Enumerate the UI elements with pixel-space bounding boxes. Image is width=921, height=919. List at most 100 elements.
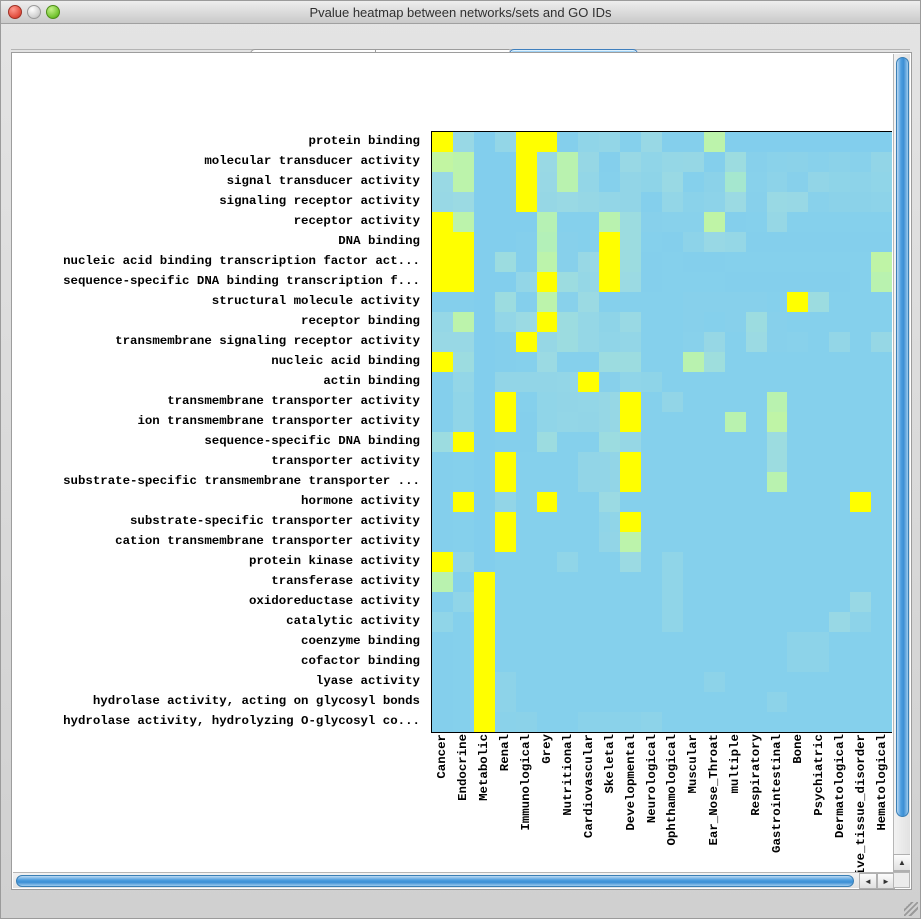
heatmap-cell[interactable] (432, 552, 453, 572)
heatmap-cell[interactable] (432, 392, 453, 412)
heatmap-cell[interactable] (599, 712, 621, 732)
heatmap-cell[interactable] (494, 372, 516, 392)
heatmap-cell[interactable] (745, 632, 767, 652)
heatmap-cell[interactable] (641, 352, 662, 372)
heatmap-cell[interactable] (787, 332, 809, 352)
heatmap-cell[interactable] (620, 672, 642, 692)
heatmap-cell[interactable] (787, 492, 809, 512)
heatmap-cell[interactable] (724, 152, 746, 172)
heatmap-cell[interactable] (724, 652, 746, 672)
heatmap-cell[interactable] (808, 572, 830, 592)
heatmap-cell[interactable] (703, 432, 725, 452)
heatmap-cell[interactable] (808, 412, 830, 432)
heatmap-cell[interactable] (557, 252, 579, 272)
heatmap-cell[interactable] (724, 632, 746, 652)
heatmap-cell[interactable] (703, 632, 725, 652)
heatmap-cell[interactable] (620, 272, 642, 292)
heatmap-cell[interactable] (787, 712, 809, 732)
heatmap-cell[interactable] (850, 332, 872, 352)
heatmap-cell[interactable] (452, 312, 474, 332)
heatmap-cell[interactable] (703, 212, 725, 232)
heatmap-cell[interactable] (871, 652, 892, 672)
heatmap-cell[interactable] (641, 472, 662, 492)
heatmap-cell[interactable] (724, 612, 746, 632)
heatmap-cell[interactable] (682, 212, 704, 232)
heatmap-cell[interactable] (494, 352, 516, 372)
heatmap-cell[interactable] (473, 212, 495, 232)
heatmap-cell[interactable] (578, 512, 600, 532)
heatmap-cell[interactable] (850, 272, 872, 292)
heatmap-cell[interactable] (829, 392, 851, 412)
heatmap-cell[interactable] (432, 252, 453, 272)
heatmap-cell[interactable] (703, 192, 725, 212)
heatmap-cell[interactable] (578, 552, 600, 572)
heatmap-cell[interactable] (787, 392, 809, 412)
heatmap-cell[interactable] (829, 652, 851, 672)
heatmap-cell[interactable] (724, 172, 746, 192)
heatmap-cell[interactable] (473, 672, 495, 692)
scroll-right-icon[interactable]: ► (877, 873, 895, 889)
heatmap-cell[interactable] (620, 332, 642, 352)
heatmap-cell[interactable] (432, 172, 453, 192)
heatmap-cell[interactable] (682, 632, 704, 652)
heatmap-cell[interactable] (745, 152, 767, 172)
heatmap-cell[interactable] (620, 172, 642, 192)
heatmap-cell[interactable] (557, 532, 579, 552)
heatmap-cell[interactable] (578, 392, 600, 412)
heatmap-cell[interactable] (766, 172, 788, 192)
heatmap-cell[interactable] (661, 572, 683, 592)
heatmap-cell[interactable] (703, 692, 725, 712)
heatmap-cell[interactable] (452, 172, 474, 192)
heatmap-cell[interactable] (766, 192, 788, 212)
heatmap-cell[interactable] (724, 292, 746, 312)
heatmap-cell[interactable] (557, 612, 579, 632)
heatmap-cell[interactable] (682, 492, 704, 512)
heatmap-cell[interactable] (745, 332, 767, 352)
heatmap-cell[interactable] (745, 492, 767, 512)
heatmap-cell[interactable] (871, 572, 892, 592)
heatmap-cell[interactable] (432, 572, 453, 592)
heatmap-cell[interactable] (452, 332, 474, 352)
heatmap-cell[interactable] (473, 352, 495, 372)
heatmap-cell[interactable] (871, 372, 892, 392)
heatmap-cell[interactable] (641, 372, 662, 392)
heatmap-cell[interactable] (515, 652, 537, 672)
heatmap-cell[interactable] (871, 312, 892, 332)
heatmap-cell[interactable] (850, 412, 872, 432)
heatmap-cell[interactable] (641, 152, 662, 172)
heatmap-cell[interactable] (515, 292, 537, 312)
heatmap-cell[interactable] (787, 172, 809, 192)
scroll-up-icon[interactable]: ▲ (893, 854, 910, 871)
heatmap-cell[interactable] (724, 412, 746, 432)
heatmap-cell[interactable] (871, 212, 892, 232)
heatmap-cell[interactable] (515, 252, 537, 272)
heatmap-cell[interactable] (850, 612, 872, 632)
heatmap-cell[interactable] (787, 272, 809, 292)
heatmap-cell[interactable] (536, 652, 558, 672)
heatmap-cell[interactable] (745, 232, 767, 252)
heatmap-cell[interactable] (473, 292, 495, 312)
heatmap-cell[interactable] (557, 652, 579, 672)
heatmap-cell[interactable] (703, 512, 725, 532)
heatmap-cell[interactable] (808, 612, 830, 632)
heatmap-cell[interactable] (766, 372, 788, 392)
heatmap-cell[interactable] (724, 192, 746, 212)
heatmap-cell[interactable] (829, 572, 851, 592)
heatmap-cell[interactable] (620, 312, 642, 332)
heatmap-cell[interactable] (682, 172, 704, 192)
heatmap-cell[interactable] (432, 712, 453, 732)
heatmap-cell[interactable] (494, 612, 516, 632)
heatmap-cell[interactable] (703, 312, 725, 332)
heatmap-cell[interactable] (452, 252, 474, 272)
heatmap-cell[interactable] (703, 412, 725, 432)
heatmap-cell[interactable] (515, 132, 537, 152)
heatmap-cell[interactable] (787, 632, 809, 652)
heatmap-cell[interactable] (494, 292, 516, 312)
heatmap-cell[interactable] (536, 372, 558, 392)
heatmap-cell[interactable] (641, 672, 662, 692)
heatmap-cell[interactable] (724, 572, 746, 592)
heatmap-cell[interactable] (808, 632, 830, 652)
heatmap-cell[interactable] (494, 472, 516, 492)
heatmap-cell[interactable] (724, 252, 746, 272)
heatmap-cell[interactable] (599, 612, 621, 632)
